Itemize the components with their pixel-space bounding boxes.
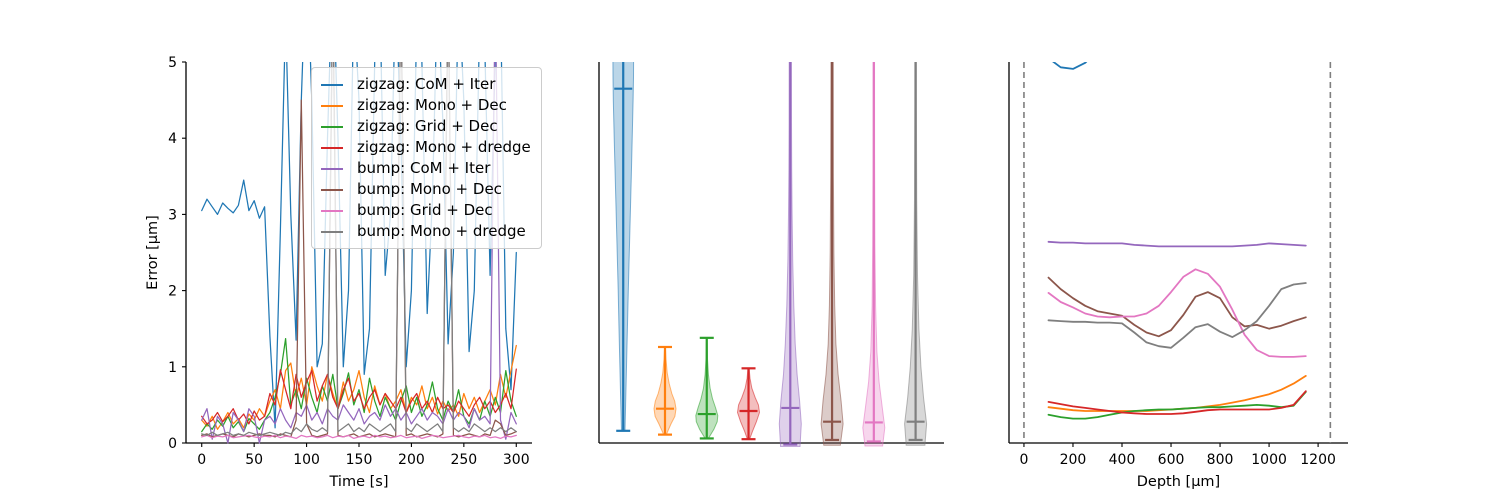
- y-tick-label: 4: [168, 131, 177, 147]
- panel-error-vs-depth: 0 200 400 600 800 1000 1200 Depth [µm]: [1008, 62, 1348, 490]
- panel-error-vs-time: 0 50 100 150 200 250 300 0 1 2 3 4 5 Time [s] Error [µ…: [145, 55, 532, 490]
- x-axis-label: Depth [µm]: [1137, 474, 1220, 490]
- x-axis-label: Time [s]: [329, 474, 389, 490]
- legend-entry: bump: Mono + Dec: [321, 179, 531, 200]
- x-tick-label: 150: [346, 452, 373, 468]
- series-red: [1047, 390, 1307, 415]
- y-tick-label: 5: [168, 55, 177, 71]
- legend-entry: zigzag: CoM + Iter: [321, 74, 531, 95]
- x-tick-label: 0: [197, 452, 206, 468]
- panel-error-distributions: [598, 62, 944, 447]
- series-purple: [1047, 240, 1307, 248]
- series-pink: [1047, 268, 1307, 358]
- legend-label: zigzag: Mono + Dec: [357, 96, 507, 114]
- x-tick-label: 0: [1019, 452, 1028, 468]
- x-tick-label: 200: [1060, 452, 1087, 468]
- x-tick-label: 200: [398, 452, 425, 468]
- legend-entry: bump: Grid + Dec: [321, 200, 531, 221]
- legend-swatch-green-icon: [321, 125, 343, 128]
- legend-entry: zigzag: Grid + Dec: [321, 116, 531, 137]
- legend-label: zigzag: CoM + Iter: [357, 75, 496, 93]
- legend-entry: bump: CoM + Iter: [321, 158, 531, 179]
- series-gray: [1047, 282, 1307, 349]
- legend: zigzag: CoM + Iter zigzag: Mono + Dec zigz…: [311, 67, 542, 249]
- series-blue: [1052, 62, 1088, 70]
- x-tick-label: 100: [293, 452, 320, 468]
- legend-label: bump: CoM + Iter: [357, 159, 491, 177]
- legend-swatch-brown-icon: [321, 188, 343, 191]
- series-green: [201, 337, 517, 433]
- legend-label: bump: Mono + Dec: [357, 180, 502, 198]
- y-tick-label: 1: [168, 360, 177, 376]
- legend-swatch-purple-icon: [321, 167, 343, 170]
- legend-label: bump: Grid + Dec: [357, 201, 493, 219]
- series-purple: [201, 62, 517, 444]
- series-gray: [201, 62, 517, 437]
- legend-swatch-red-icon: [321, 146, 343, 149]
- x-tick-label: 400: [1109, 452, 1136, 468]
- x-tick-label: 800: [1207, 452, 1234, 468]
- series-green: [1047, 391, 1307, 420]
- series-brown: [1047, 276, 1307, 338]
- x-tick-label: 50: [245, 452, 263, 468]
- x-tick-label: 300: [503, 452, 530, 468]
- legend-swatch-pink-icon: [321, 209, 343, 212]
- y-tick-label: 2: [168, 284, 177, 300]
- legend-entry: zigzag: Mono + dredge: [321, 137, 531, 158]
- legend-label: bump: Mono + dredge: [357, 222, 526, 240]
- series-orange: [201, 344, 517, 430]
- legend-swatch-gray-icon: [321, 230, 343, 233]
- series-pink: [201, 434, 517, 440]
- y-axis-label: Error [µm]: [145, 215, 161, 290]
- legend-label: zigzag: Grid + Dec: [357, 117, 498, 135]
- y-tick-label: 0: [168, 436, 177, 452]
- x-tick-label: 1200: [1300, 452, 1336, 468]
- x-tick-label: 600: [1158, 452, 1185, 468]
- legend-label: zigzag: Mono + dredge: [357, 138, 531, 156]
- legend-entry: bump: Mono + dredge: [321, 221, 531, 242]
- legend-swatch-orange-icon: [321, 104, 343, 107]
- series-red: [201, 368, 517, 425]
- legend-swatch-blue-icon: [321, 83, 343, 86]
- x-tick-label: 250: [450, 452, 477, 468]
- x-tick-label: 1000: [1251, 452, 1287, 468]
- y-tick-label: 3: [168, 207, 177, 223]
- legend-entry: zigzag: Mono + Dec: [321, 95, 531, 116]
